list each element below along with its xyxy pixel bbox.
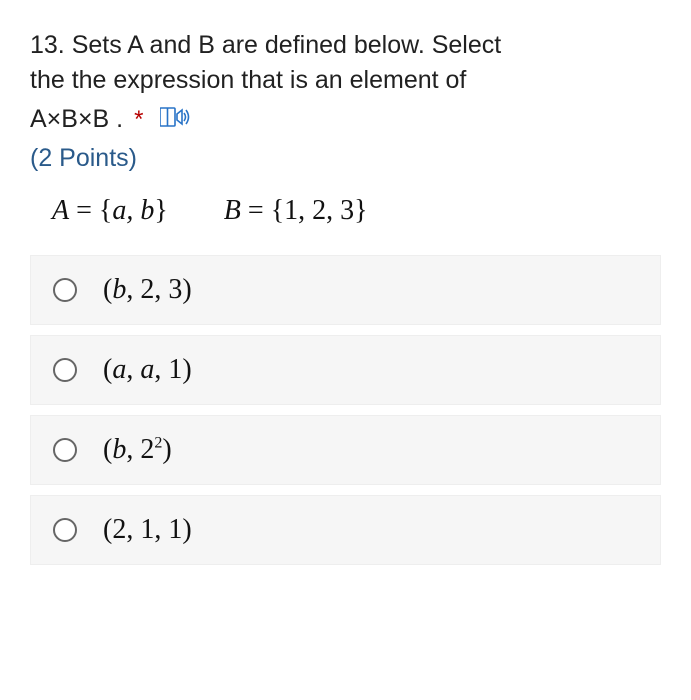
set-A-eq-open: = { <box>69 195 112 226</box>
opt3-mid: , 2 <box>126 434 154 465</box>
radio-icon[interactable] <box>53 278 77 302</box>
option-3-label: (b, 22) <box>103 434 172 466</box>
sets-definition: A = {a, b} B = {1, 2, 3} <box>30 195 661 227</box>
opt3-var: b <box>112 434 126 465</box>
required-star: * <box>134 106 143 133</box>
question-expression-line: A×B×B . * <box>30 102 661 138</box>
question-number: 13. <box>30 31 65 59</box>
set-B-lhs: B <box>224 195 241 226</box>
opt4-text: (2, 1, 1) <box>103 514 192 545</box>
radio-icon[interactable] <box>53 518 77 542</box>
opt1-var: b <box>112 274 126 305</box>
option-2-label: (a, a, 1) <box>103 354 192 386</box>
opt3-close: ) <box>162 434 171 465</box>
set-A-items: a, b <box>112 195 154 226</box>
option-4-label: (2, 1, 1) <box>103 514 192 546</box>
question-expression: A×B×B . <box>30 105 123 133</box>
immersive-reader-icon[interactable] <box>160 103 190 138</box>
set-A-close: } <box>154 195 167 226</box>
option-1[interactable]: (b, 2, 3) <box>30 255 661 325</box>
opt2-var2: a <box>140 354 154 385</box>
opt1-rest: , 2, 3) <box>126 274 191 305</box>
option-2[interactable]: (a, a, 1) <box>30 335 661 405</box>
points-label: (2 Points) <box>30 144 661 173</box>
opt3-open: ( <box>103 434 112 465</box>
opt2-var1: a <box>112 354 126 385</box>
option-1-label: (b, 2, 3) <box>103 274 192 306</box>
option-3[interactable]: (b, 22) <box>30 415 661 485</box>
options-list: (b, 2, 3) (a, a, 1) (b, 22) (2, 1, 1) <box>30 255 661 565</box>
set-A-lhs: A <box>52 195 69 226</box>
question-line1: Sets A and B are defined below. Select <box>72 31 501 59</box>
opt2-rest: , 1) <box>154 354 191 385</box>
radio-icon[interactable] <box>53 438 77 462</box>
question-stem: 13. Sets A and B are defined below. Sele… <box>30 28 661 98</box>
set-B-rhs: = {1, 2, 3} <box>241 195 368 226</box>
option-4[interactable]: (2, 1, 1) <box>30 495 661 565</box>
radio-icon[interactable] <box>53 358 77 382</box>
opt1-open: ( <box>103 274 112 305</box>
opt2-open: ( <box>103 354 112 385</box>
question-line2: the the expression that is an element of <box>30 66 466 94</box>
opt2-mid: , <box>126 354 140 385</box>
